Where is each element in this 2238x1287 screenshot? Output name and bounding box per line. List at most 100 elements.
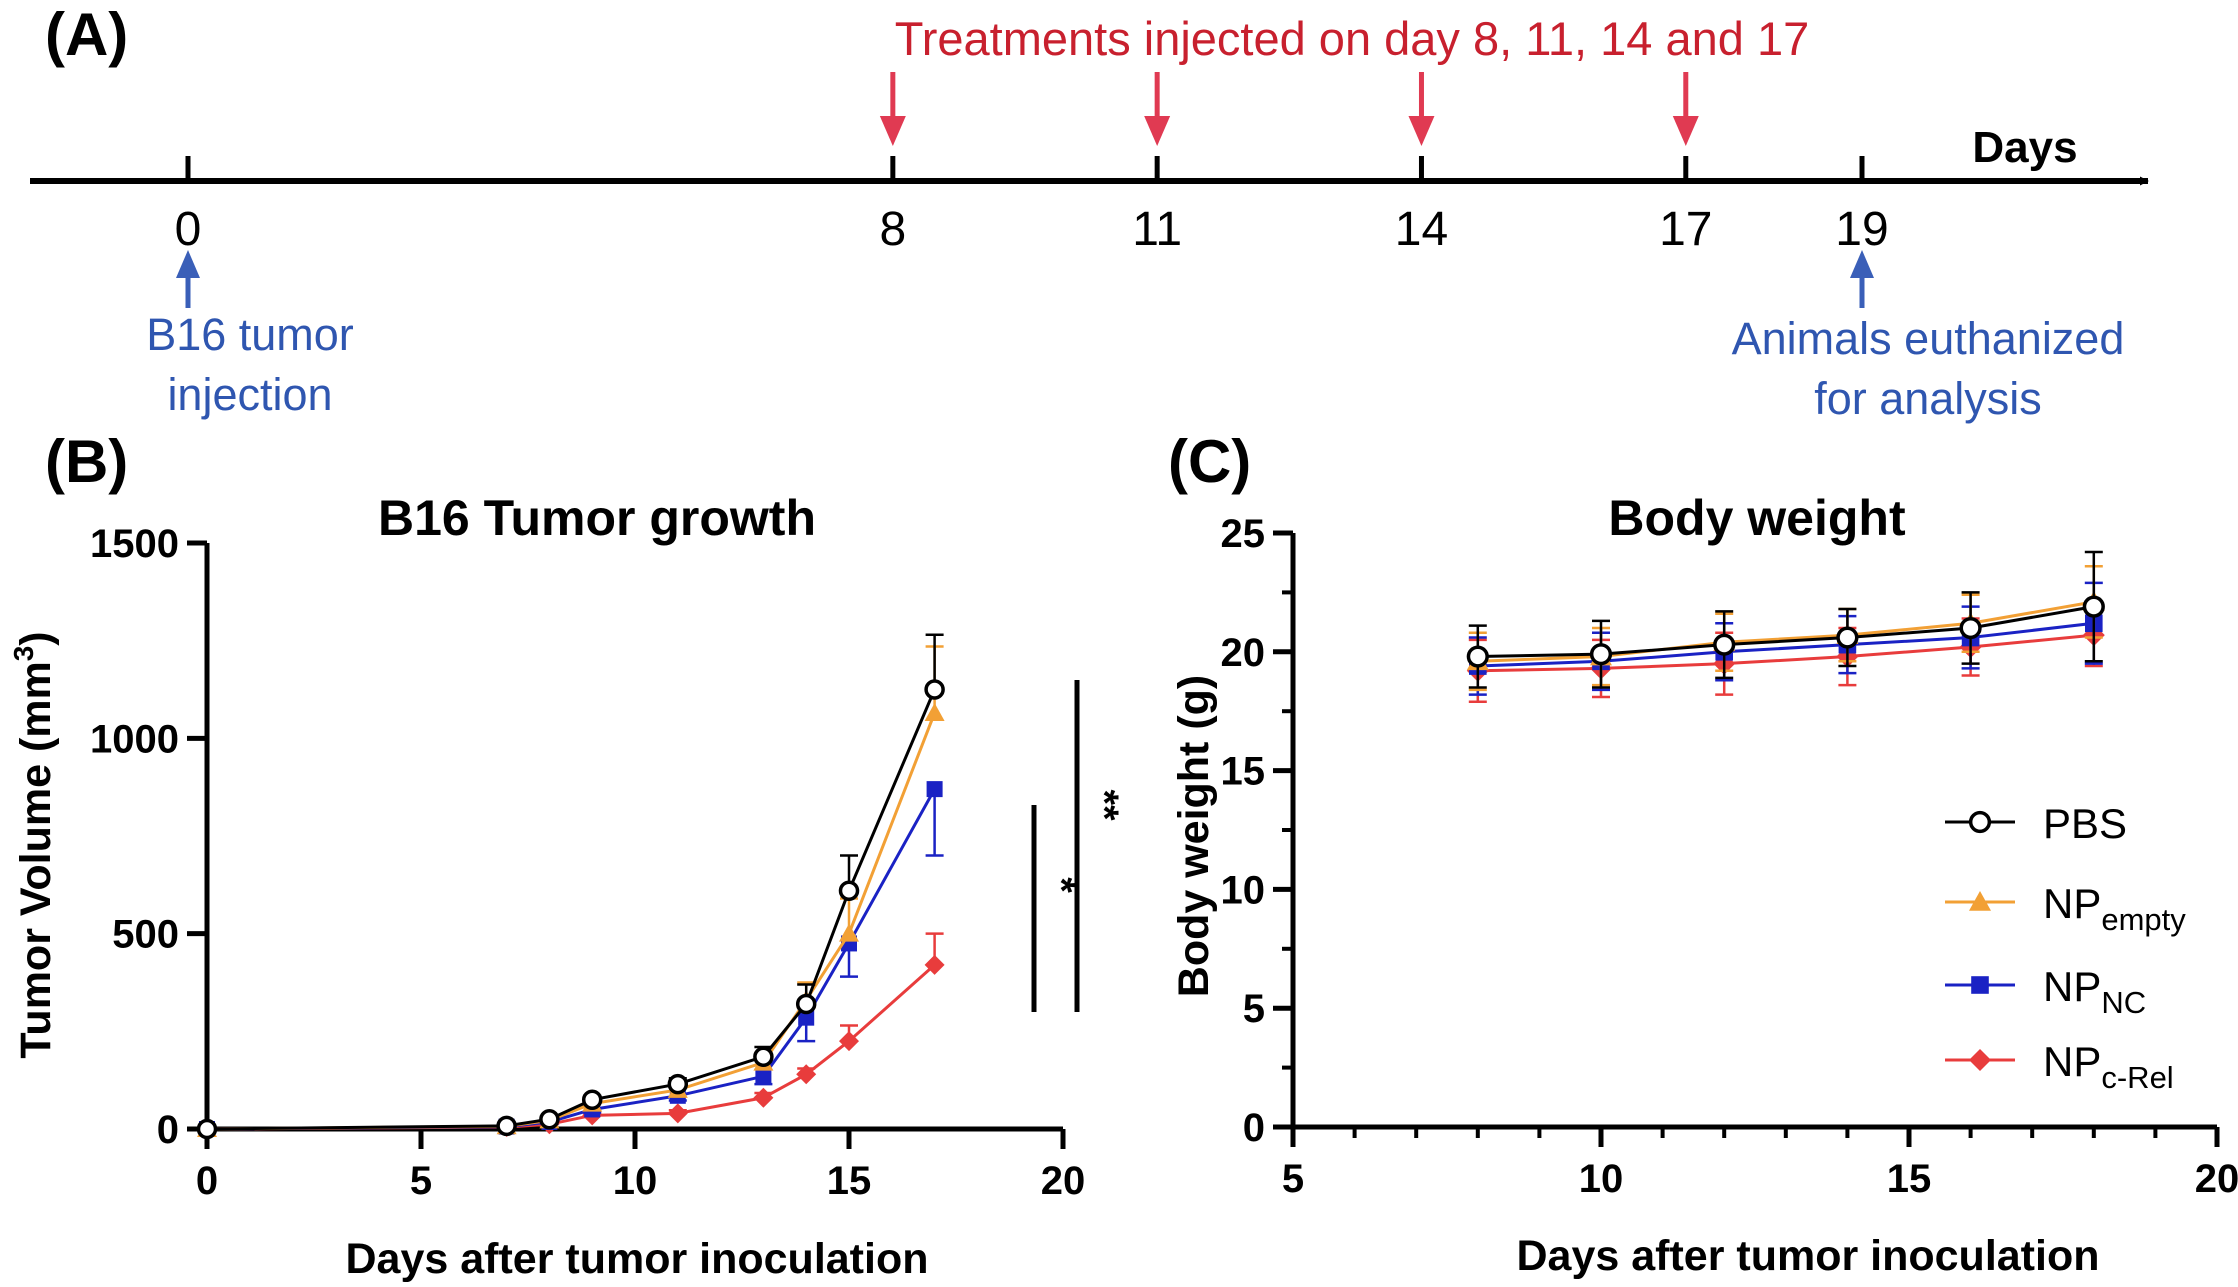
data-point-circle	[1589, 643, 1613, 666]
legend-label: NPNC	[2043, 963, 2146, 1020]
timeline-ticks: 0 8 11 14 17 19	[175, 156, 1889, 256]
data-point-diamond	[839, 1031, 859, 1052]
legend-label: NPempty	[2043, 880, 2186, 937]
data-point-square	[926, 781, 943, 798]
data-point-circle	[924, 679, 945, 700]
data-point-circle	[2082, 595, 2105, 618]
y-tick-label: 1500	[90, 522, 179, 566]
chart-b-ylabel: Tumor Volume (mm3)	[8, 631, 60, 1058]
x-tick-label: 0	[196, 1159, 218, 1203]
y-tick-label: 500	[112, 913, 179, 957]
panel-c-label: (C)	[1168, 428, 1251, 495]
y-tick-label: 20	[1221, 631, 1266, 675]
timeline-axis-label: Days	[1972, 123, 2077, 172]
legend-label: NPc-Rel	[2043, 1038, 2174, 1095]
y-tick-label: 0	[157, 1108, 179, 1152]
timeline-tick-label: 8	[879, 203, 906, 256]
timeline-tick-label: 19	[1835, 203, 1888, 256]
y-tick-label: 25	[1221, 512, 1266, 556]
chart-b-title: B16 Tumor growth	[378, 490, 816, 546]
chart-b-xlabel: Days after tumor inoculation	[346, 1235, 929, 1283]
data-point-square	[798, 1009, 815, 1026]
data-point-circle	[1959, 616, 1982, 640]
treatment-caption: Treatments injected on day 8, 11, 14 and…	[895, 12, 1809, 65]
data-point-circle	[1713, 633, 1736, 656]
inoculation-note-line1: B16 tumor	[146, 309, 354, 360]
panel-b-label: (B)	[45, 428, 128, 495]
timeline-tick-label: 11	[1132, 203, 1182, 256]
x-tick-label: 15	[827, 1159, 872, 1203]
series-line	[1477, 621, 2094, 668]
data-point-diamond	[667, 1103, 688, 1124]
data-point-diamond	[753, 1087, 774, 1108]
timeline-tick-label: 0	[175, 203, 202, 256]
panel-b-tumor-growth: (B) B16 Tumor growth 0 500 1000 1500 0 5 10 15 2…	[8, 428, 1126, 1283]
series-line	[1477, 600, 2095, 663]
data-point-circle	[753, 1046, 774, 1067]
series-line	[206, 688, 936, 1131]
inoculation-note-line2: injection	[167, 369, 332, 420]
data-point-square	[755, 1068, 772, 1085]
series-line	[206, 788, 936, 1131]
chart-b-plot: 0 500 1000 1500 0 5 10 15 20	[90, 522, 1085, 1203]
data-point-diamond	[924, 954, 945, 975]
data-point-triangle	[1969, 891, 1991, 911]
panel-a-label: (A)	[45, 1, 128, 68]
chart-c-ylabel: Body weight (g)	[1170, 675, 1218, 997]
significance-star-single: *	[1039, 877, 1083, 893]
treatment-arrow-head	[879, 116, 906, 146]
x-tick-label: 10	[1579, 1157, 1624, 1201]
legend-item-pbs: PBS	[1945, 800, 2127, 847]
x-tick-label: 20	[1041, 1159, 1086, 1203]
data-point-triangle	[924, 702, 945, 721]
x-tick-label: 15	[1887, 1157, 1932, 1201]
panel-a-timeline: (A) Treatments injected on day 8, 11, 14…	[30, 1, 2149, 424]
treatment-arrow-head	[1672, 116, 1699, 146]
series-pbs	[1466, 550, 2105, 689]
data-point-circle	[496, 1115, 517, 1137]
x-tick-label: 10	[613, 1159, 658, 1203]
y-tick-label: 5	[1243, 987, 1265, 1031]
series-line	[206, 712, 936, 1131]
legend: PBS NPempty NPNC NPc-Rel	[1945, 800, 2186, 1095]
data-point-circle	[667, 1073, 689, 1095]
timeline-tick-label: 14	[1395, 203, 1448, 256]
x-tick-label: 5	[410, 1159, 432, 1203]
data-point-circle	[1466, 645, 1489, 668]
data-point-circle	[581, 1089, 603, 1110]
treatment-arrows	[176, 72, 1874, 308]
series-np-empty	[197, 645, 945, 1137]
data-point-diamond	[796, 1064, 817, 1085]
x-tick-label: 20	[2195, 1157, 2238, 1201]
x-tick-label: 5	[1282, 1157, 1304, 1201]
data-point-square	[1971, 976, 1989, 994]
legend-item-npc-rel: NPc-Rel	[1945, 1038, 2174, 1095]
data-point-triangle	[839, 923, 859, 942]
data-point-circle	[838, 880, 860, 901]
data-point-circle	[196, 1118, 218, 1140]
series-line	[1477, 605, 2095, 659]
chart-c-title: Body weight	[1608, 490, 1906, 546]
inoculation-arrow-head	[176, 250, 200, 278]
series-np-c-rel	[1466, 603, 2105, 703]
data-point-circle	[795, 993, 817, 1015]
data-point-diamond	[1969, 1049, 1991, 1071]
treatment-arrow-head	[1144, 116, 1171, 146]
series-line	[1477, 633, 2094, 673]
legend-label: PBS	[2043, 800, 2127, 847]
treatment-arrow-head	[1408, 116, 1435, 146]
data-point-circle	[1968, 810, 1992, 834]
y-tick-label: 0	[1243, 1106, 1265, 1150]
chart-c-xlabel: Days after tumor inoculation	[1517, 1232, 2100, 1280]
data-point-circle	[539, 1108, 560, 1130]
euthanasia-note-line2: for analysis	[1814, 373, 2042, 424]
series-np-empty	[1466, 565, 2105, 692]
y-tick-label: 10	[1221, 868, 1266, 912]
euthanasia-note-line1: Animals euthanized	[1732, 313, 2125, 364]
series-pbs	[196, 633, 945, 1140]
series-line	[206, 963, 936, 1131]
euthanasia-arrow-head	[1850, 250, 1874, 278]
